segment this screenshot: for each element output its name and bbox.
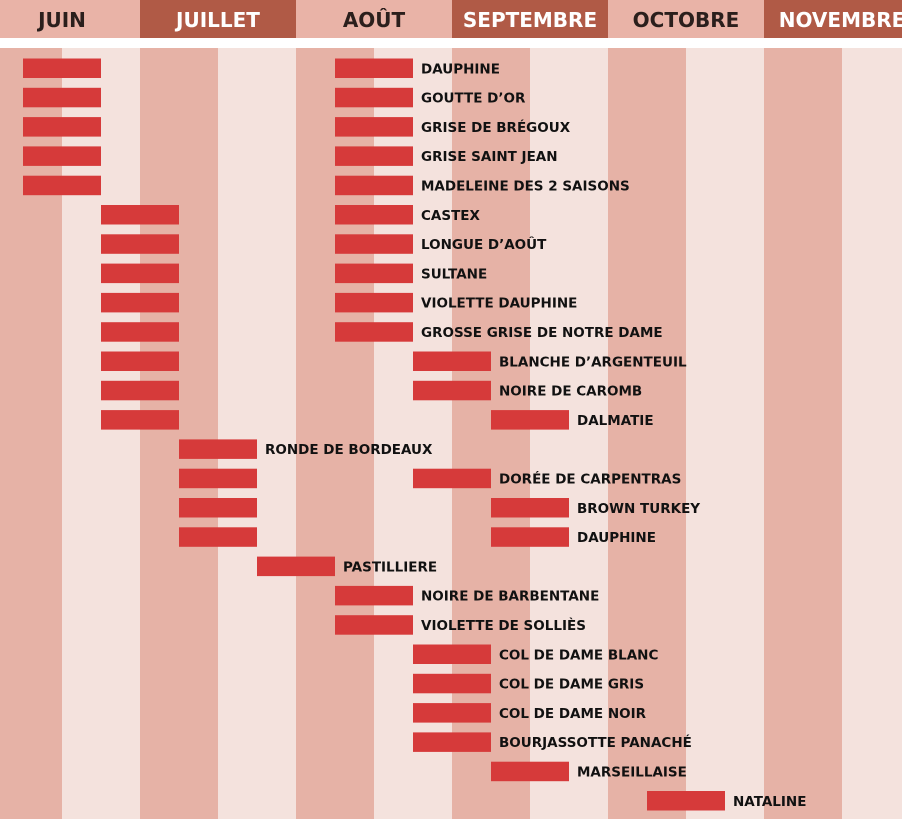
stripe-10 bbox=[764, 0, 842, 819]
month-label: NOVEMBRE bbox=[779, 8, 902, 32]
variety-label: COL DE DAME NOIR bbox=[499, 706, 647, 722]
harvest-bar bbox=[101, 410, 179, 430]
harvest-bar bbox=[23, 175, 101, 196]
harvest-bar bbox=[335, 263, 413, 284]
variety-label: MARSEILLAISE bbox=[577, 764, 687, 780]
header-separator bbox=[0, 38, 902, 48]
harvest-bar bbox=[101, 351, 179, 371]
harvest-bar bbox=[413, 703, 491, 723]
variety-label: BROWN TURKEY bbox=[577, 501, 700, 517]
month-label: SEPTEMBRE bbox=[463, 8, 597, 32]
stripe-9 bbox=[686, 0, 764, 819]
harvest-bar bbox=[23, 117, 101, 137]
variety-label: DAUPHINE bbox=[577, 530, 656, 546]
variety-label: BLANCHE D’ARGENTEUIL bbox=[499, 354, 687, 370]
month-header-cell bbox=[608, 0, 764, 38]
stripe-8 bbox=[608, 0, 686, 819]
stripe-2 bbox=[140, 0, 218, 819]
variety-label: CASTEX bbox=[421, 208, 481, 224]
variety-label: GRISE SAINT JEAN bbox=[421, 149, 558, 165]
harvest-bar bbox=[413, 380, 491, 401]
month-label: JUILLET bbox=[174, 8, 260, 32]
month-header-cell bbox=[140, 0, 296, 38]
variety-label: GROSSE GRISE DE NOTRE DAME bbox=[421, 325, 663, 341]
harvest-bar bbox=[413, 644, 491, 664]
harvest-bar bbox=[335, 87, 413, 108]
month-label: OCTOBRE bbox=[633, 8, 740, 32]
month-header-cell bbox=[296, 0, 452, 38]
variety-label: VIOLETTE DAUPHINE bbox=[421, 296, 577, 312]
variety-label: VIOLETTE DE SOLLIÈS bbox=[421, 617, 586, 634]
variety-label: COL DE DAME GRIS bbox=[499, 677, 644, 693]
harvest-bar bbox=[101, 292, 179, 313]
variety-label: NOIRE DE CAROMB bbox=[499, 384, 642, 400]
harvest-bar bbox=[335, 585, 413, 606]
variety-label: NOIRE DE BARBENTANE bbox=[421, 589, 599, 605]
harvest-bar bbox=[335, 205, 413, 225]
month-header-cell bbox=[0, 0, 140, 38]
stripe-3 bbox=[218, 0, 296, 819]
variety-label: DALMATIE bbox=[577, 413, 654, 429]
harvest-bar bbox=[647, 791, 725, 811]
harvest-bar bbox=[413, 351, 491, 371]
harvest-bar bbox=[335, 234, 413, 254]
harvest-bar bbox=[23, 146, 101, 166]
stripe-11 bbox=[842, 0, 902, 819]
harvest-bar bbox=[335, 146, 413, 166]
harvest-bar bbox=[491, 410, 569, 430]
variety-label: BOURJASSOTTE PANACHÉ bbox=[499, 734, 692, 751]
harvest-bar bbox=[179, 439, 257, 459]
variety-label: NATALINE bbox=[733, 794, 806, 810]
harvest-bar bbox=[101, 205, 179, 225]
harvest-bar bbox=[335, 175, 413, 196]
harvest-bar bbox=[335, 615, 413, 635]
stripe-7 bbox=[530, 0, 608, 819]
harvest-bar bbox=[335, 117, 413, 137]
harvest-bar bbox=[101, 234, 179, 254]
harvest-bar bbox=[335, 58, 413, 78]
harvest-bar bbox=[413, 732, 491, 752]
variety-label: SULTANE bbox=[421, 266, 487, 282]
variety-labels: DAUPHINE GOUTTE D’OR GRISE DE BRÉGOUX GRISE… bbox=[265, 61, 806, 810]
harvest-bar bbox=[491, 527, 569, 547]
month-header-cell bbox=[764, 0, 902, 38]
variety-label: RONDE DE BORDEAUX bbox=[265, 442, 433, 458]
variety-label: MADELEINE DES 2 SAISONS bbox=[421, 178, 630, 194]
harvest-bar bbox=[413, 468, 491, 489]
harvest-bar bbox=[23, 58, 101, 78]
month-header-cell bbox=[452, 0, 608, 38]
harvest-bar bbox=[23, 87, 101, 108]
harvest-bar bbox=[335, 292, 413, 313]
variety-label: DORÉE DE CARPENTRAS bbox=[499, 470, 681, 487]
harvest-bar bbox=[179, 468, 257, 489]
harvest-bar bbox=[179, 527, 257, 547]
month-label: AOÛT bbox=[343, 8, 406, 32]
variety-label: PASTILLIERE bbox=[343, 559, 437, 575]
harvest-bar bbox=[101, 263, 179, 284]
variety-label: GRISE DE BRÉGOUX bbox=[421, 119, 571, 136]
harvest-bar bbox=[413, 673, 491, 694]
harvest-bar bbox=[335, 322, 413, 342]
variety-label: LONGUE D’AOÛT bbox=[421, 235, 547, 253]
variety-label: DAUPHINE bbox=[421, 61, 500, 77]
month-label: JUIN bbox=[36, 8, 86, 32]
variety-label: GOUTTE D’OR bbox=[421, 91, 526, 107]
harvest-bar bbox=[491, 498, 569, 518]
harvest-bar bbox=[101, 322, 179, 342]
harvest-bar bbox=[179, 498, 257, 518]
harvest-bar bbox=[101, 380, 179, 401]
harvest-bar bbox=[257, 556, 335, 577]
harvest-bars bbox=[23, 58, 725, 811]
harvest-bar bbox=[491, 761, 569, 782]
variety-label: COL DE DAME BLANC bbox=[499, 647, 658, 663]
month-header: JUIN JUILLET AOÛT SEPTEMBRE OCTOBRE NOVEMBRE bbox=[0, 0, 902, 48]
